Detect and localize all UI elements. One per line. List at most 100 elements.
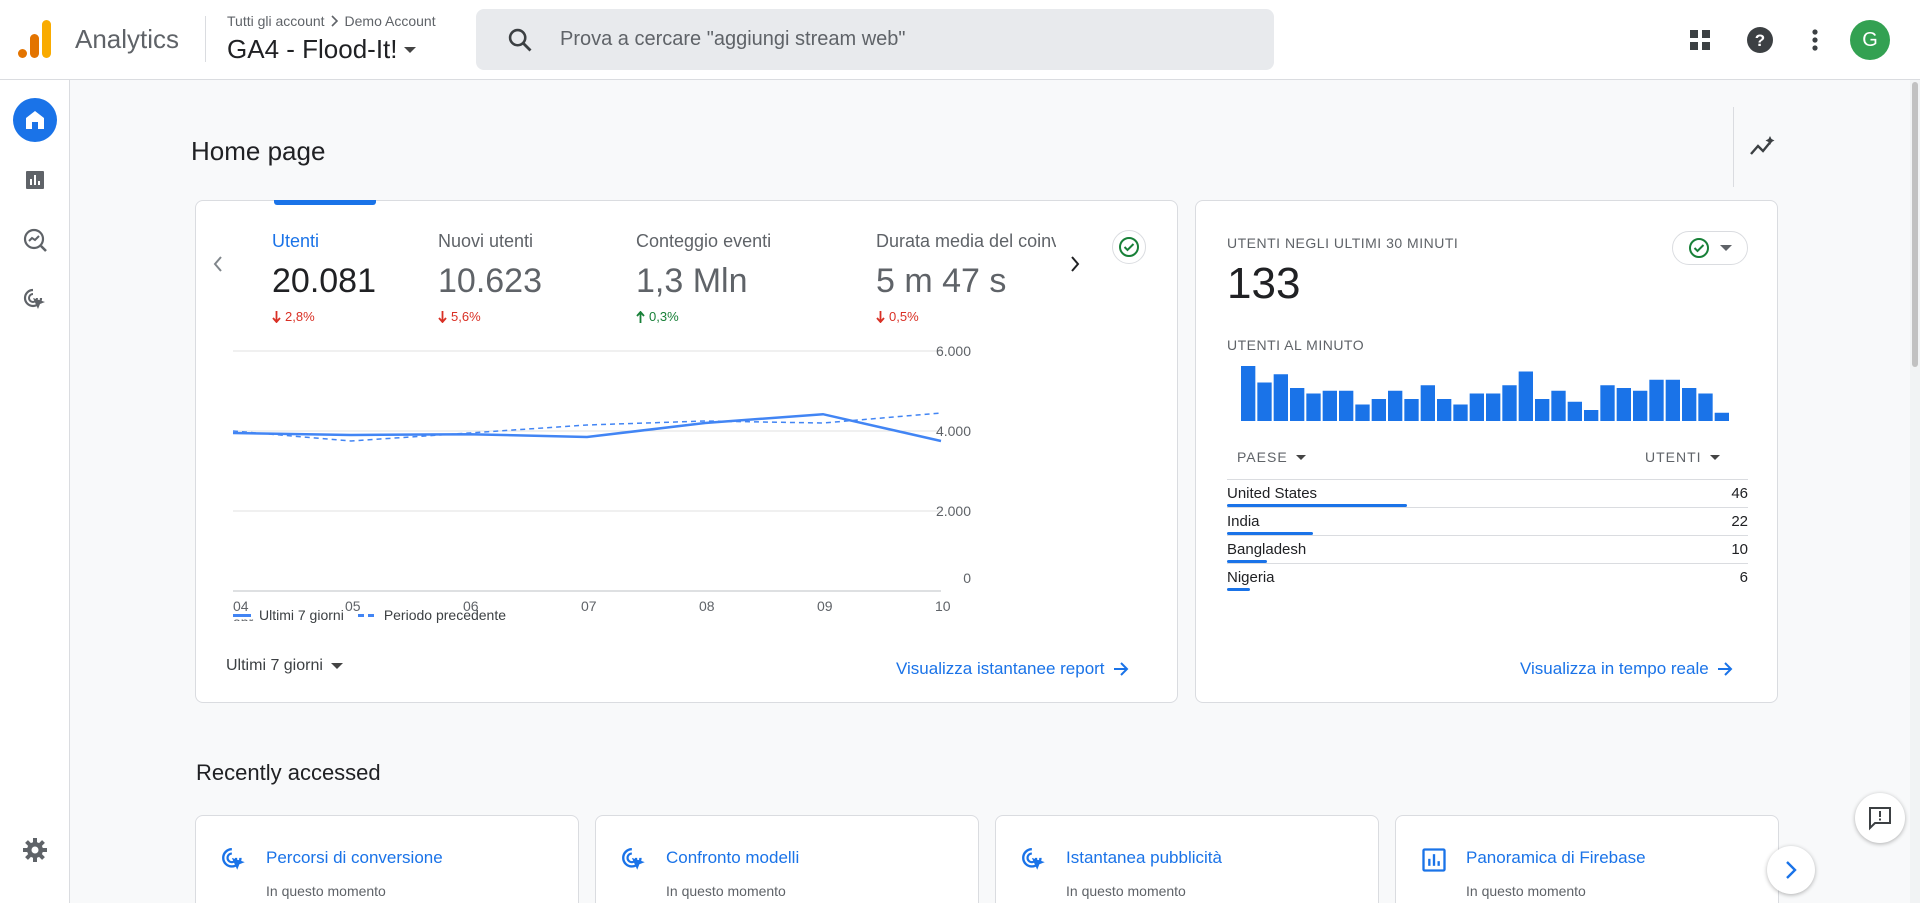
column-header-users[interactable]: UTENTI bbox=[1645, 449, 1720, 465]
recent-item-title[interactable]: Percorsi di conversione bbox=[266, 848, 443, 867]
x-tick-label: 04 bbox=[233, 598, 249, 614]
legend-dashed-swatch bbox=[357, 613, 376, 617]
minute-bar bbox=[1306, 393, 1321, 421]
arrow-right-icon bbox=[1113, 662, 1128, 676]
property-name[interactable]: GA4 - Flood-It! bbox=[227, 34, 398, 64]
nav-explore[interactable] bbox=[13, 218, 57, 262]
legend-solid-swatch bbox=[233, 613, 251, 617]
recent-item-card[interactable]: Panoramica di Firebase In questo momento bbox=[1395, 815, 1779, 903]
column-header-country[interactable]: PAESE bbox=[1237, 449, 1306, 465]
recent-item-title[interactable]: Istantanea pubblicità bbox=[1066, 848, 1222, 867]
x-tick-label: 06 bbox=[463, 598, 479, 614]
avatar[interactable]: G bbox=[1850, 20, 1890, 60]
minute-bar bbox=[1714, 412, 1729, 421]
country-users: 6 bbox=[1739, 569, 1748, 586]
minute-bar bbox=[1388, 390, 1403, 421]
minute-bar bbox=[1633, 390, 1648, 421]
recent-next-button[interactable] bbox=[1767, 846, 1815, 894]
data-quality-button[interactable] bbox=[1112, 230, 1146, 264]
nav-admin[interactable] bbox=[13, 828, 57, 872]
search-bar[interactable]: Prova a cercare "aggiungi stream web" bbox=[476, 9, 1274, 70]
metric-avg-engagement[interactable]: Durata media del coinvolgimento 5 m 47 s… bbox=[876, 231, 1056, 324]
minute-bar bbox=[1241, 366, 1256, 421]
scrollbar-thumb[interactable] bbox=[1912, 82, 1918, 367]
arrow-right-icon bbox=[1717, 662, 1733, 676]
divider bbox=[205, 16, 206, 62]
metric-change-value: 0,5% bbox=[889, 309, 919, 324]
recent-item-subtitle: In questo momento bbox=[666, 883, 786, 899]
country-users: 46 bbox=[1731, 485, 1748, 502]
prev-metric-button[interactable] bbox=[206, 252, 230, 276]
recent-item-card[interactable]: Confronto modelli In questo momento bbox=[595, 815, 979, 903]
x-tick-label: 10 bbox=[935, 598, 951, 614]
minute-bar bbox=[1420, 385, 1435, 421]
caret-down-icon bbox=[1709, 454, 1720, 460]
analytics-logo-icon[interactable] bbox=[18, 20, 52, 58]
minute-bar bbox=[1682, 388, 1697, 421]
feedback-button[interactable] bbox=[1855, 793, 1905, 843]
arrow-down-icon bbox=[876, 310, 885, 323]
breadcrumb-all-accounts[interactable]: Tutti gli account bbox=[227, 13, 325, 29]
chevron-right-icon bbox=[330, 15, 338, 27]
recent-item-title[interactable]: Confronto modelli bbox=[666, 848, 800, 867]
country-name: United States bbox=[1227, 485, 1318, 502]
recent-item-title[interactable]: Panoramica di Firebase bbox=[1466, 848, 1646, 867]
minute-bar bbox=[1437, 399, 1452, 421]
users-line-chart: 6.000 4.000 2.000 0 04 05 06 07 08 09 10 apr bbox=[232, 343, 971, 621]
breadcrumb[interactable]: Tutti gli account Demo Account bbox=[227, 13, 436, 29]
nav-advertising[interactable] bbox=[13, 278, 57, 322]
arrow-up-icon bbox=[636, 310, 645, 323]
apps-icon[interactable] bbox=[1682, 22, 1718, 58]
metric-change-value: 2,8% bbox=[285, 309, 315, 324]
breadcrumb-account[interactable]: Demo Account bbox=[344, 13, 436, 29]
bar-chart-icon bbox=[1422, 848, 1446, 872]
table-row[interactable]: India 22 bbox=[1227, 507, 1748, 535]
minute-bar bbox=[1469, 393, 1484, 421]
nav-reports[interactable] bbox=[13, 158, 57, 202]
minute-bar bbox=[1322, 390, 1337, 421]
series-line-previous bbox=[232, 412, 942, 442]
y-tick-label: 0 bbox=[963, 570, 971, 586]
home-icon bbox=[26, 111, 44, 129]
page-scrollbar[interactable] bbox=[1910, 80, 1920, 903]
search-input[interactable]: Prova a cercare "aggiungi stream web" bbox=[560, 28, 906, 50]
next-metric-button[interactable] bbox=[1063, 252, 1087, 276]
metric-new-users[interactable]: Nuovi utenti 10.623 5,6% bbox=[438, 231, 578, 324]
metric-value: 10.623 bbox=[438, 262, 542, 300]
metric-users[interactable]: Utenti 20.081 2,8% bbox=[272, 231, 402, 324]
nav-home[interactable] bbox=[13, 98, 57, 142]
metric-label: Nuovi utenti bbox=[438, 231, 534, 251]
insights-icon[interactable] bbox=[1748, 132, 1778, 162]
divider bbox=[1733, 107, 1734, 187]
minute-bar bbox=[1535, 399, 1550, 421]
realtime-status-dropdown[interactable] bbox=[1672, 231, 1748, 265]
property-selector[interactable]: GA4 - Flood-It! bbox=[227, 34, 416, 65]
metric-change-value: 5,6% bbox=[451, 309, 481, 324]
country-name: Nigeria bbox=[1227, 569, 1275, 586]
metric-label: Conteggio eventi bbox=[636, 231, 772, 251]
metric-value: 5 m 47 s bbox=[876, 262, 1007, 300]
metric-change: 5,6% bbox=[438, 309, 578, 324]
top-bar: Analytics Tutti gli account Demo Account… bbox=[0, 0, 1920, 80]
chart-legend: Ultimi 7 giorni Periodo precedente bbox=[233, 607, 506, 623]
table-row[interactable]: Bangladesh 10 bbox=[1227, 535, 1748, 563]
link-label: Visualizza in tempo reale bbox=[1520, 659, 1709, 678]
svg-text:?: ? bbox=[1755, 31, 1765, 50]
metric-change-value: 0,3% bbox=[649, 309, 679, 324]
check-circle-icon bbox=[1689, 238, 1709, 258]
recently-accessed-title: Recently accessed bbox=[196, 760, 381, 785]
caret-down-icon bbox=[330, 663, 343, 669]
recent-item-card[interactable]: Percorsi di conversione In questo moment… bbox=[195, 815, 579, 903]
table-row[interactable]: Nigeria 6 bbox=[1227, 563, 1748, 591]
table-row[interactable]: United States 46 bbox=[1227, 479, 1748, 507]
recent-item-card[interactable]: Istantanea pubblicità In questo momento bbox=[995, 815, 1379, 903]
help-icon[interactable]: ? bbox=[1742, 22, 1778, 58]
more-vert-icon[interactable] bbox=[1797, 22, 1833, 58]
x-tick-label: 09 bbox=[817, 598, 833, 614]
view-realtime-link[interactable]: Visualizza in tempo reale bbox=[1520, 659, 1733, 679]
view-report-snapshot-link[interactable]: Visualizza istantanee report bbox=[896, 659, 1129, 679]
date-range-select[interactable]: Ultimi 7 giorni bbox=[226, 657, 343, 675]
realtime-title: UTENTI NEGLI ULTIMI 30 MINUTI bbox=[1227, 235, 1459, 251]
realtime-value: 133 bbox=[1227, 259, 1301, 308]
metric-event-count[interactable]: Conteggio eventi 1,3 Mln 0,3% bbox=[636, 231, 816, 324]
